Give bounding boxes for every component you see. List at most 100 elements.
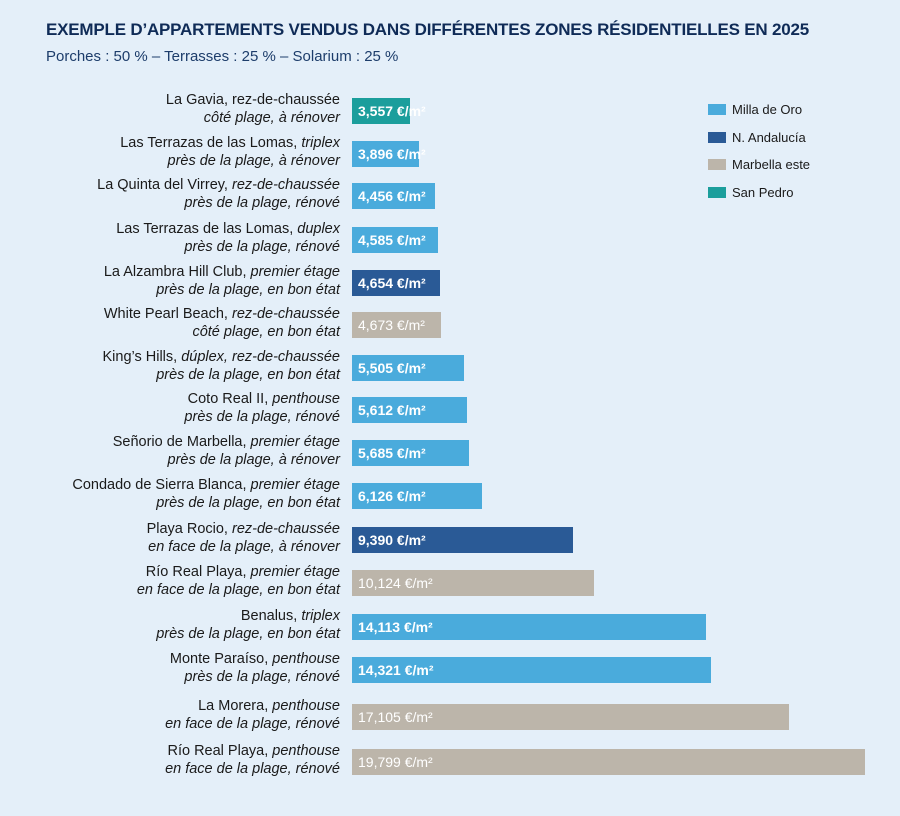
property-name: La Morera, — [198, 698, 273, 714]
property-type: premier étage — [250, 264, 340, 280]
bar-label: Coto Real II, penthouse près de la plage,… — [184, 390, 340, 426]
legend-label: Milla de Oro — [732, 102, 803, 118]
bar-label: Las Terrazas de las Lomas, duplex près de… — [116, 220, 340, 256]
property-name: La Quinta del Virrey, — [97, 177, 232, 193]
bar: 17,105 €/m² — [352, 704, 790, 730]
bar: 4,673 €/m² — [352, 312, 441, 338]
property-type: premier étage — [250, 564, 340, 580]
legend-label: N. Andalucía — [732, 129, 806, 145]
bar: 14,321 €/m² — [352, 657, 712, 683]
property-name: Río Real Playa, — [167, 743, 273, 759]
bar-label: Río Real Playa, penthouse en face de la p… — [165, 742, 340, 778]
bar-row: La Alzambra Hill Club, premier étage près… — [0, 263, 900, 303]
property-detail: côté plage, en bon état — [192, 324, 340, 340]
bar-row: La Quinta del Virrey, rez-de-chaussée prè… — [0, 176, 900, 216]
bar-row: Río Real Playa, penthouse en face de la p… — [0, 742, 900, 782]
legend-item: Milla de Oro — [708, 96, 810, 124]
bar: 19,799 €/m² — [352, 749, 865, 775]
property-type: dúplex, rez-de-chaussée — [181, 349, 340, 365]
legend-swatch — [708, 186, 726, 198]
bar: 4,456 €/m² — [352, 183, 435, 209]
property-detail: en face de la plage, rénové — [165, 761, 340, 777]
bar-label: Benalus, triplex près de la plage, en bon… — [156, 607, 340, 643]
legend-item: N. Andalucía — [708, 124, 810, 152]
legend-label: Marbella este — [732, 157, 811, 173]
property-name: Benalus, — [240, 608, 302, 624]
property-detail: côté plage, à rénover — [203, 110, 340, 126]
property-type: triplex — [301, 135, 340, 151]
chart-subtitle: Porches : 50 % – Terrasses : 25 % – Sola… — [46, 48, 399, 65]
bar-label: Señorio de Marbella, premier étage près d… — [113, 433, 340, 469]
chart-title: EXEMPLE D’APPARTEMENTS VENDUS DANS DIFFÉ… — [46, 20, 810, 39]
bar: 3,557 €/m² — [352, 98, 426, 124]
property-type: rez-de-chaussée — [232, 177, 340, 193]
property-detail: près de la plage, en bon état — [156, 282, 340, 298]
bar-row: Benalus, triplex près de la plage, en bon… — [0, 607, 900, 647]
bar-row: Playa Rocio, rez-de-chaussée en face de l… — [0, 520, 900, 560]
bar-row: La Morera, penthouse en face de la plage,… — [0, 697, 900, 737]
property-detail: près de la plage, rénové — [184, 195, 340, 211]
property-name: La Gavia, — [165, 92, 232, 108]
property-name: Playa Rocio, — [146, 521, 232, 537]
property-type: penthouse — [272, 651, 340, 667]
bar-row: Condado de Sierra Blanca, premier étage p… — [0, 476, 900, 516]
legend-item: San Pedro — [708, 179, 810, 207]
property-type: penthouse — [272, 391, 340, 407]
bar-row: Río Real Playa, premier étage en face de … — [0, 563, 900, 603]
property-name: King’s Hills, — [102, 349, 182, 365]
bar-label: La Quinta del Virrey, rez-de-chaussée prè… — [97, 176, 340, 212]
property-name: Señorio de Marbella, — [112, 434, 251, 450]
legend-swatch — [708, 104, 726, 116]
property-name: Coto Real II, — [187, 391, 273, 407]
property-name: Río Real Playa, — [145, 564, 251, 580]
property-type: triplex — [301, 608, 340, 624]
property-type: rez-de-chaussée — [232, 306, 340, 322]
bar-label: Monte Paraíso, penthouse près de la plage… — [170, 650, 340, 686]
property-type: rez-de-chaussée — [232, 92, 340, 108]
bar: 3,896 €/m² — [352, 141, 426, 167]
legend-label: San Pedro — [732, 184, 794, 200]
property-detail: près de la plage, en bon état — [156, 367, 340, 383]
property-detail: près de la plage, rénové — [184, 239, 340, 255]
bar-label: King’s Hills, dúplex, rez-de-chaussée prè… — [103, 348, 341, 384]
property-name: White Pearl Beach, — [103, 306, 232, 322]
property-detail: près de la plage, en bon état — [156, 626, 340, 642]
bar-row: Señorio de Marbella, premier étage près d… — [0, 433, 900, 473]
legend-swatch — [708, 131, 726, 143]
bar-row: Coto Real II, penthouse près de la plage,… — [0, 390, 900, 430]
bar-label: Condado de Sierra Blanca, premier étage p… — [72, 476, 340, 512]
bar-label: La Alzambra Hill Club, premier étage près… — [104, 263, 340, 299]
bar: 4,654 €/m² — [352, 270, 441, 296]
legend: Milla de Oro N. Andalucía Marbella este San… — [708, 96, 810, 206]
bar-label: Las Terrazas de las Lomas, triplex près d… — [120, 134, 340, 170]
bar-label: Playa Rocio, rez-de-chaussée en face de l… — [147, 520, 340, 556]
bar-row: White Pearl Beach, rez-de-chaussée côté p… — [0, 305, 900, 345]
property-type: premier étage — [250, 434, 340, 450]
bar-row: Las Terrazas de las Lomas, triplex près d… — [0, 134, 900, 174]
property-detail: près de la plage, en bon état — [156, 495, 340, 511]
bar-row: Monte Paraíso, penthouse près de la plage… — [0, 650, 900, 690]
property-name: Condado de Sierra Blanca, — [72, 477, 251, 493]
bar-label: Río Real Playa, premier étage en face de … — [137, 563, 340, 599]
property-detail: près de la plage, à rénover — [167, 452, 341, 468]
bar-label: La Gavia, rez-de-chaussée côté plage, à r… — [166, 91, 340, 127]
property-name: Las Terrazas de las Lomas, — [116, 221, 298, 237]
property-detail: près de la plage, à rénover — [167, 153, 341, 169]
bar-row: King’s Hills, dúplex, rez-de-chaussée prè… — [0, 348, 900, 388]
bar: 14,113 €/m² — [352, 614, 706, 640]
property-name: Las Terrazas de las Lomas, — [120, 135, 302, 151]
property-name: La Alzambra Hill Club, — [103, 264, 251, 280]
property-type: penthouse — [272, 698, 340, 714]
property-type: rez-de-chaussée — [232, 521, 340, 537]
legend-swatch — [708, 159, 726, 171]
property-type: penthouse — [272, 743, 340, 759]
bar: 9,390 €/m² — [352, 527, 574, 553]
bar: 5,505 €/m² — [352, 355, 465, 381]
bar: 5,685 €/m² — [352, 440, 470, 466]
bar: 6,126 €/m² — [352, 483, 482, 509]
property-detail: en face de la plage, en bon état — [136, 582, 340, 598]
property-name: Monte Paraíso, — [169, 651, 273, 667]
bar: 10,124 €/m² — [352, 570, 594, 596]
bar: 4,585 €/m² — [352, 227, 439, 253]
